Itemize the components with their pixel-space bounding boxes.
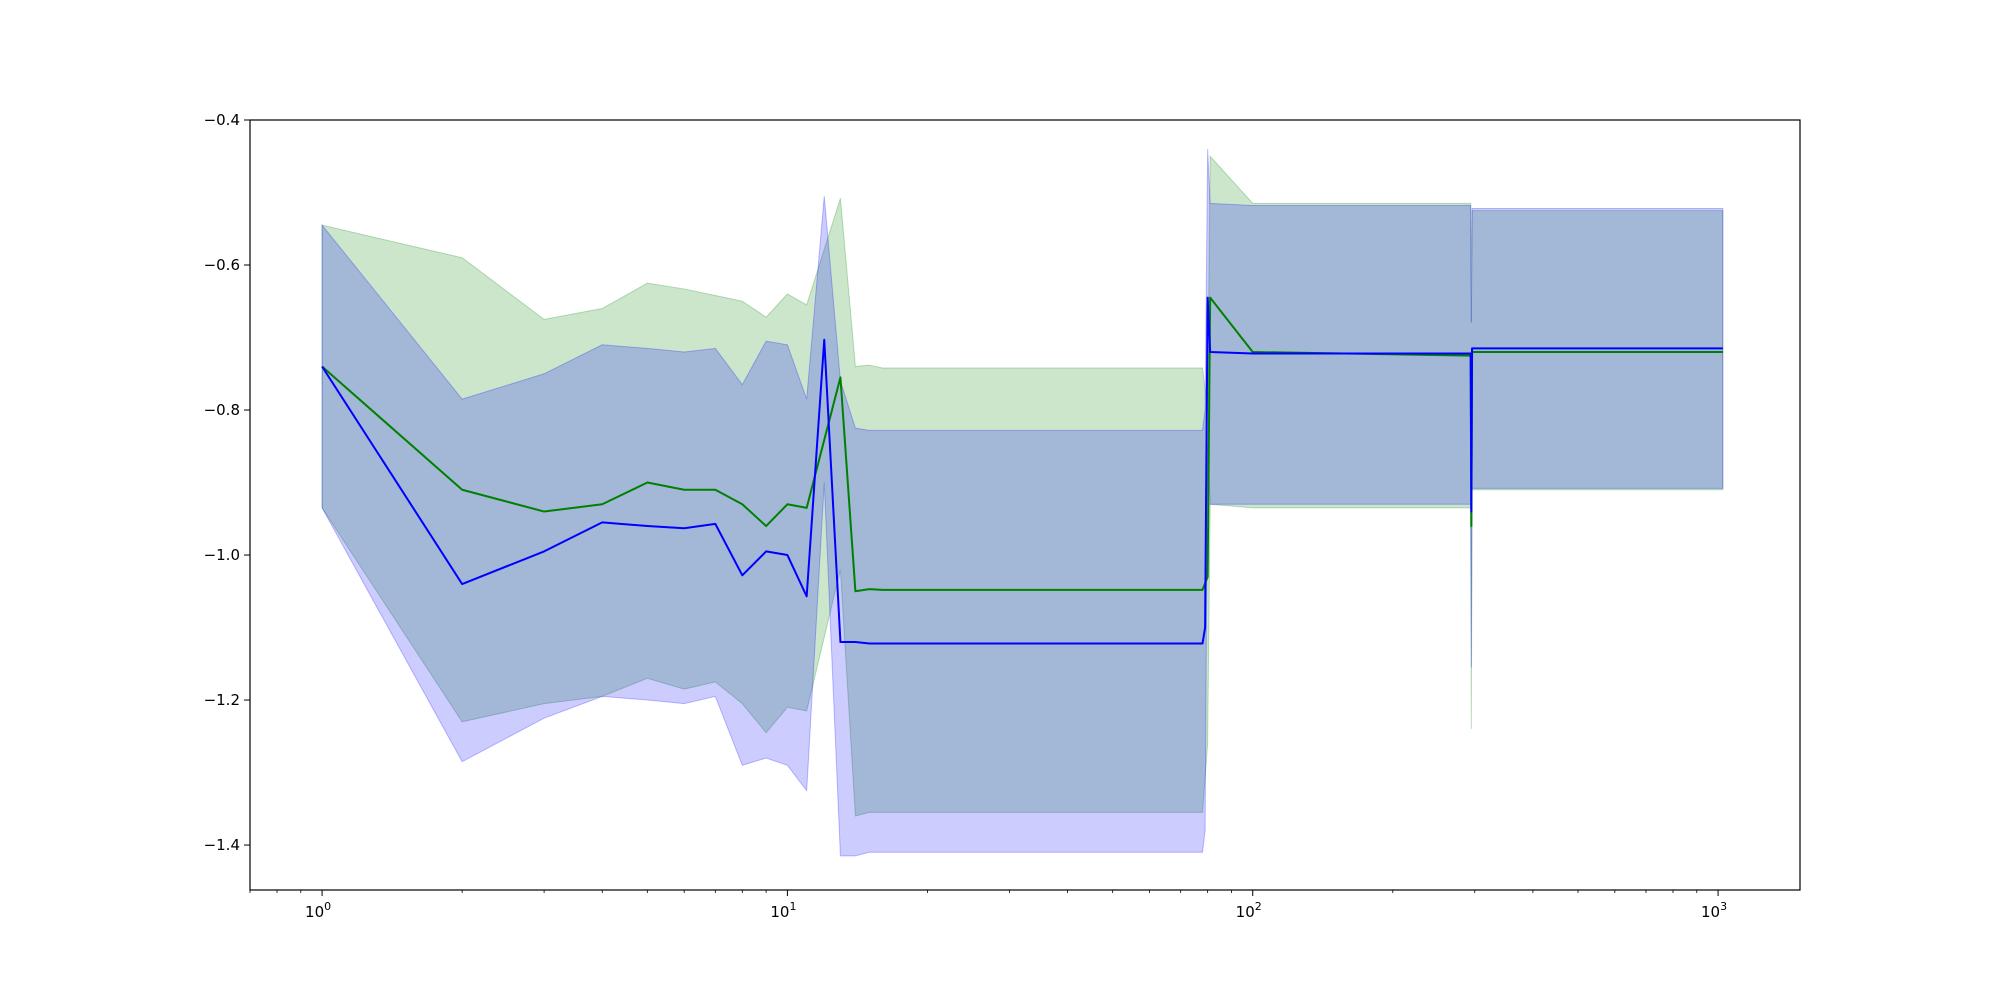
y-tick-label: −0.4 xyxy=(204,111,240,129)
y-tick-label: −1.0 xyxy=(204,546,240,564)
confidence-bands xyxy=(321,148,1724,857)
y-axis: −0.4 −0.6 −0.8 −1.0 −1.2 −1.4 xyxy=(204,111,250,854)
y-tick-label: −0.8 xyxy=(204,401,240,419)
x-tick-label: 100 xyxy=(305,900,331,921)
x-tick-label: 101 xyxy=(770,900,796,921)
series-1-band xyxy=(321,154,1724,817)
x-tick-label: 102 xyxy=(1236,900,1262,921)
x-tick-label: 103 xyxy=(1701,900,1727,921)
x-axis: 100 101 102 103 xyxy=(249,890,1727,921)
y-tick-label: −0.6 xyxy=(204,256,240,274)
series-2-line xyxy=(321,296,1723,645)
series-2-band xyxy=(321,148,1724,857)
series-lines xyxy=(321,296,1723,645)
plot-frame xyxy=(249,119,1801,891)
y-tick-label: −1.2 xyxy=(204,691,240,709)
y-tick-label: −1.4 xyxy=(204,836,240,854)
